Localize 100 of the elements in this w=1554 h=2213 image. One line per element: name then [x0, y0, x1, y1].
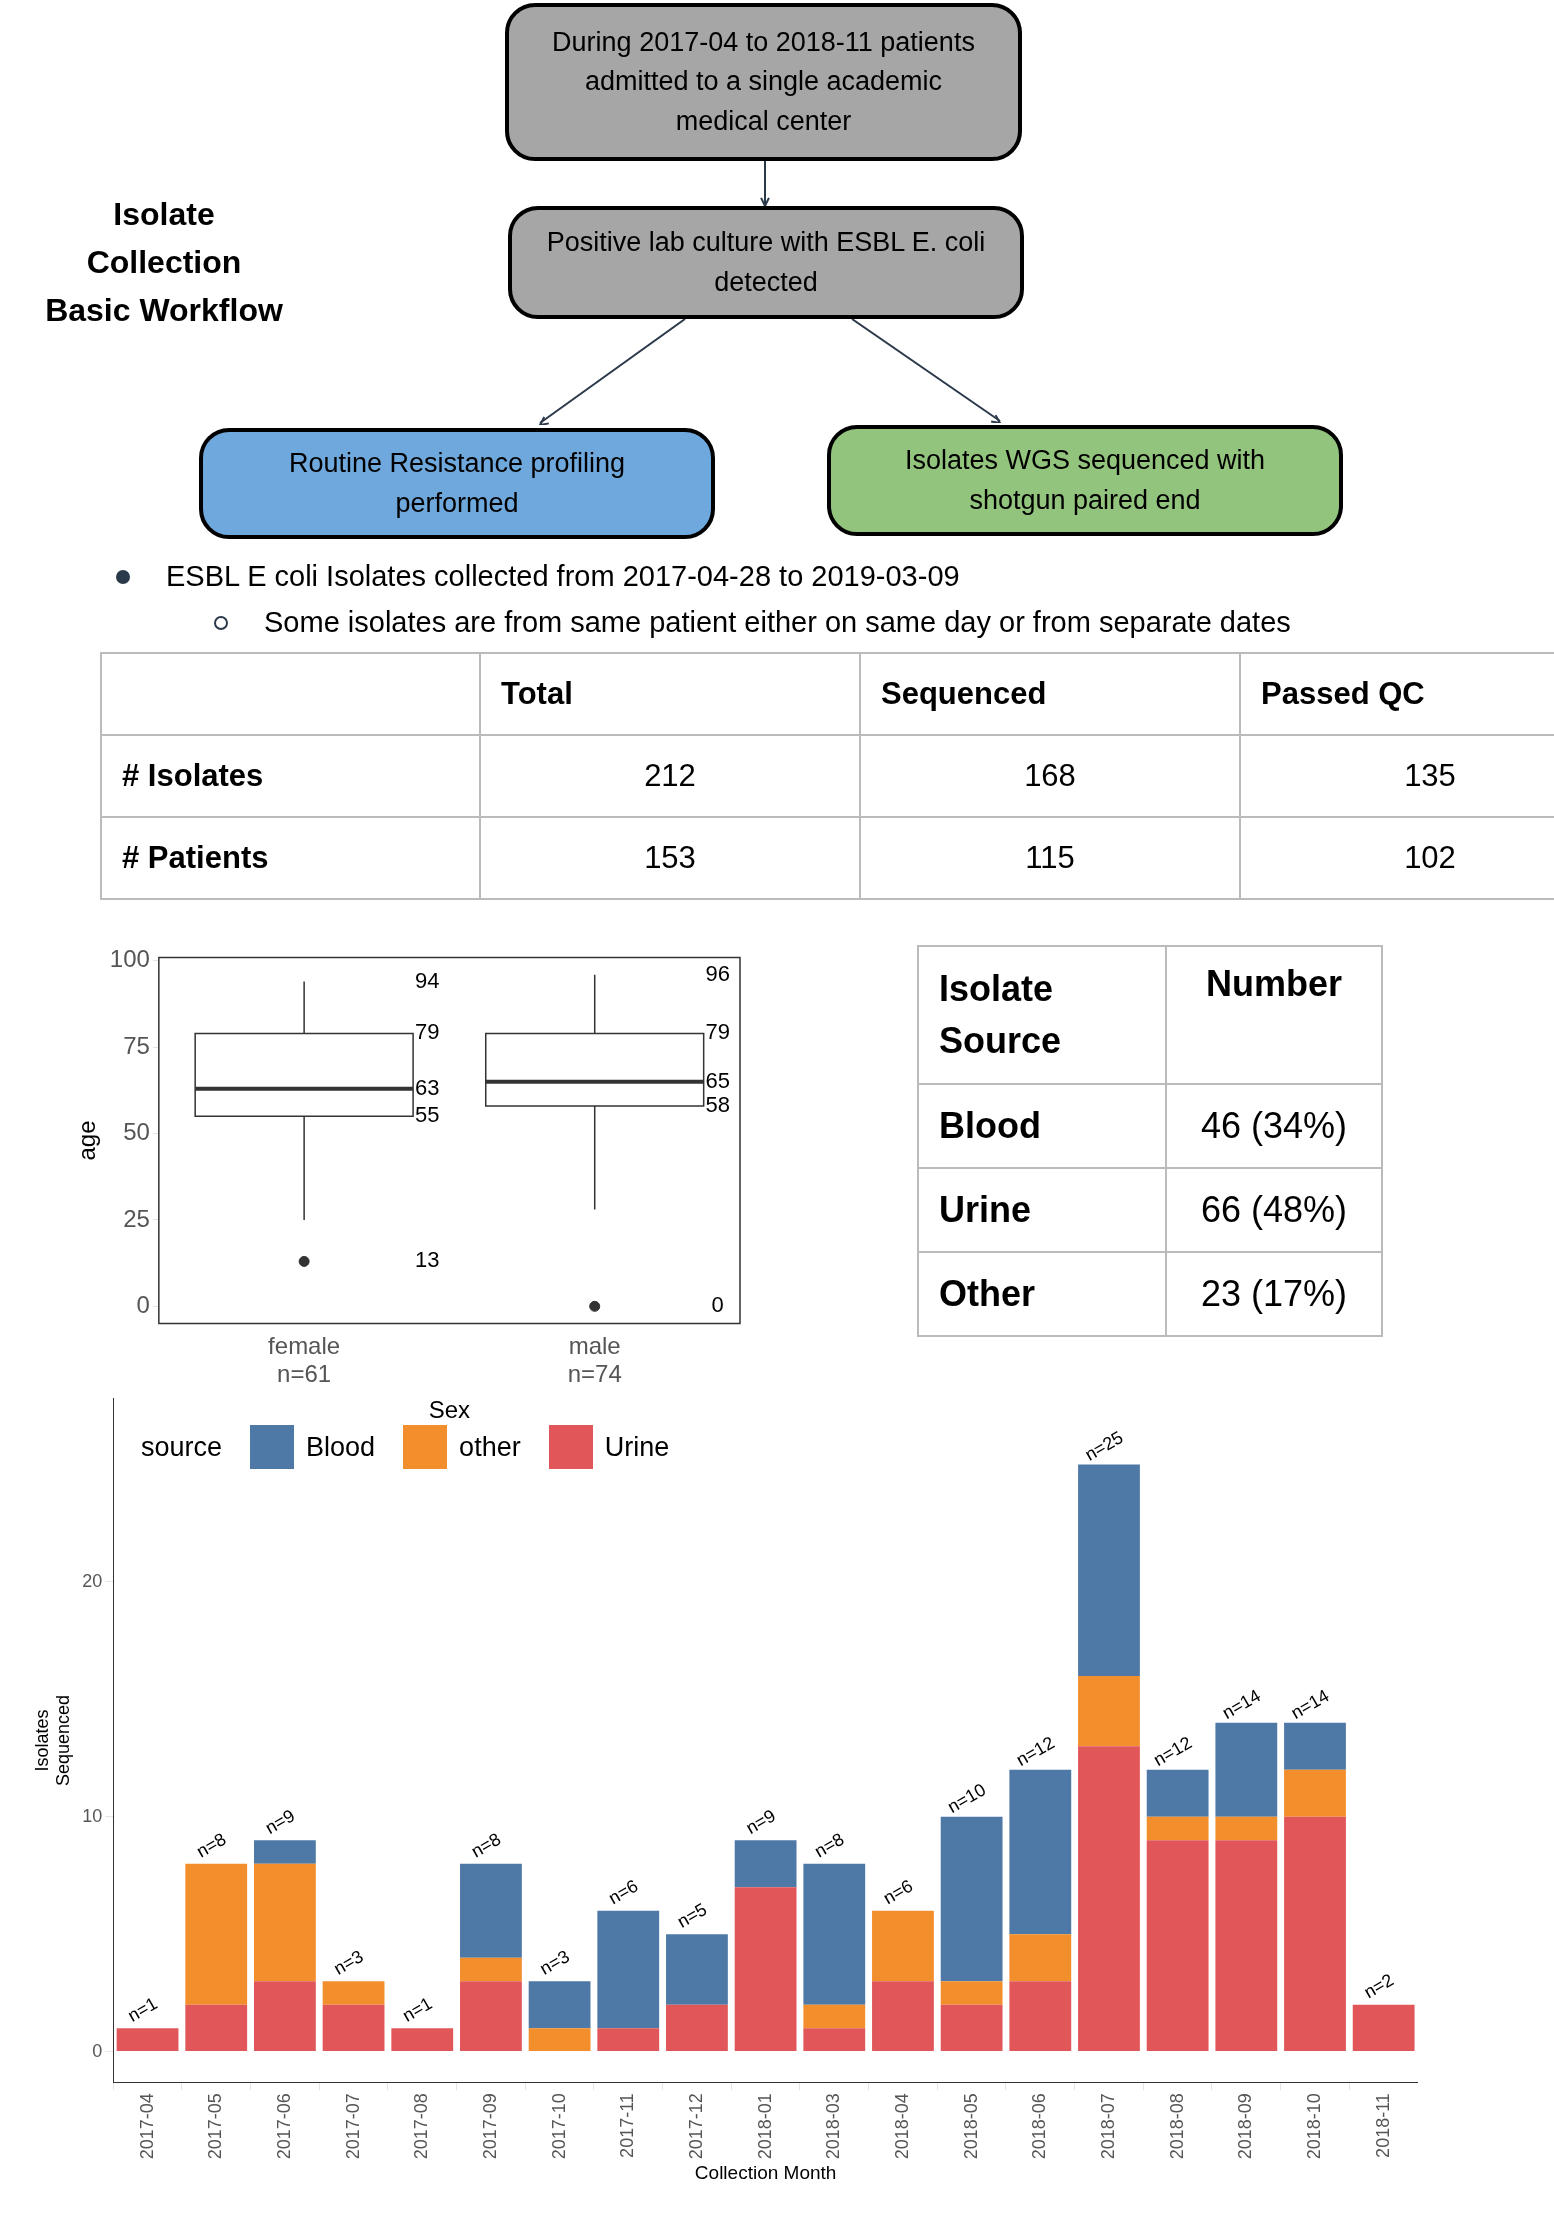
bar [254, 1863, 316, 1982]
bar [597, 1910, 660, 2029]
x-tick-label: 2017-07 [342, 2093, 363, 2160]
x-tick-label: 2018-03 [823, 2093, 844, 2160]
x-tick-label: 2017-11 [617, 2093, 638, 2158]
text: ESBL E coli Isolates collected from 2017-04-28 to 2019-03-09 [166, 560, 960, 593]
text: Isolate Source [918, 946, 1166, 1084]
bar [1146, 1816, 1209, 1841]
annotation: 96 [705, 960, 730, 986]
bar [803, 2004, 866, 2029]
bar [1009, 1769, 1072, 1935]
x-tick-label: 2017-06 [273, 2093, 294, 2160]
bar [391, 2028, 454, 2052]
total-label: n=1 [124, 1993, 161, 2026]
y-tick-label: 50 [123, 1118, 150, 1146]
y-tick-label: 0 [92, 2040, 103, 2061]
bar [872, 1981, 934, 2052]
x-axis-title: Sex [428, 1396, 471, 1424]
y-axis-title: Isolates Sequenced [31, 1694, 74, 1787]
annotation: 58 [705, 1092, 730, 1118]
x-tick-label: 2018-07 [1097, 2093, 1118, 2160]
x-tick-label: 2018-09 [1235, 2093, 1256, 2160]
bar [1215, 1722, 1278, 1817]
bar [1078, 1675, 1140, 1747]
x-tick-label: 2017-08 [411, 2093, 432, 2160]
bar [185, 1863, 248, 2005]
bar [528, 2028, 591, 2052]
annotation: 63 [414, 1074, 440, 1100]
total-label: n=3 [330, 1946, 367, 1979]
bar [940, 1981, 1003, 2005]
y-tick-label: 100 [109, 945, 150, 973]
annotation: 55 [414, 1102, 440, 1128]
text: Sequenced [860, 653, 1240, 735]
y-tick-label: 75 [123, 1031, 150, 1059]
bar [1009, 1934, 1072, 1982]
bar [460, 1981, 522, 2052]
bar [116, 2028, 179, 2052]
text: # Isolates [101, 735, 480, 817]
x-tick-label: 2017-05 [205, 2093, 226, 2160]
x-tick-label: 2017-04 [136, 2093, 157, 2160]
bar [460, 1863, 522, 1958]
total-label: n=12 [1012, 1732, 1058, 1770]
bar [803, 1863, 866, 2005]
text: 102 [1240, 817, 1554, 899]
bar [1284, 1769, 1346, 1817]
total-label: n=8 [811, 1828, 848, 1862]
text: 23 (17%) [1200, 1273, 1348, 1314]
y-tick-label: 25 [123, 1204, 150, 1232]
annotation: 65 [705, 1067, 730, 1093]
x-tick-label: 2018-06 [1029, 2093, 1050, 2160]
annotation: 13 [414, 1247, 440, 1273]
total-label: n=2 [1360, 1969, 1397, 2003]
bar [254, 1981, 316, 2052]
legend-label: Urine [604, 1431, 670, 1463]
bar [940, 1816, 1003, 1982]
text: Number [1166, 946, 1382, 1084]
legend-label: Blood [306, 1431, 376, 1463]
bar [185, 2004, 248, 2052]
x-tick-label: 2018-05 [960, 2093, 981, 2160]
text: Passed QC [1240, 653, 1554, 735]
text: During 2017-04 to 2018-11 patients admitted to a single academic medical center [505, 3, 1022, 161]
bar [1146, 1769, 1209, 1817]
x-tick-label: female n=61 [268, 1331, 341, 1388]
annotation: 94 [414, 967, 440, 993]
annotation: 0 [711, 1292, 724, 1318]
x-tick-label: male n=74 [567, 1331, 622, 1388]
total-label: n=8 [193, 1828, 230, 1862]
bar [1352, 2004, 1415, 2052]
x-tick-label: 2018-08 [1166, 2093, 1187, 2160]
text: 66 (48%) [1200, 1189, 1348, 1230]
bar [666, 1934, 728, 2005]
bar [940, 2004, 1003, 2052]
text: 212 [480, 735, 860, 817]
total-label: n=5 [673, 1899, 711, 1932]
category-label: Urine [918, 1168, 1166, 1252]
total-label: n=6 [605, 1875, 642, 1909]
bar [666, 2004, 728, 2052]
text: Some isolates are from same patient either on same day or from separate dates [264, 606, 1291, 639]
y-tick-label: 10 [82, 1805, 103, 1826]
text: 135 [1240, 735, 1554, 817]
bar [322, 1981, 385, 2005]
x-tick-label: 2017-09 [479, 2093, 500, 2160]
total-label: n=14 [1218, 1685, 1264, 1723]
annotation: 79 [705, 1019, 730, 1045]
bar [1078, 1746, 1140, 2052]
bar [322, 2004, 385, 2052]
x-tick-label: 2017-12 [685, 2093, 706, 2160]
category-label: Other [918, 1252, 1166, 1336]
bar [1215, 1840, 1278, 2052]
x-tick-label: 2018-10 [1303, 2093, 1324, 2160]
text: Positive lab culture with ESBL E. coli detected [508, 206, 1024, 319]
text: Isolate Collection Basic Workflow [44, 195, 284, 330]
bar [597, 2028, 660, 2052]
total-label: n=10 [944, 1779, 990, 1817]
x-tick-label: 2018-01 [754, 2093, 775, 2160]
bar [1215, 1816, 1278, 1841]
text: Total [480, 653, 860, 735]
bar [1284, 1722, 1346, 1770]
y-axis-title: age [73, 1120, 101, 1161]
x-axis-title: Collection Month [694, 2161, 837, 2183]
